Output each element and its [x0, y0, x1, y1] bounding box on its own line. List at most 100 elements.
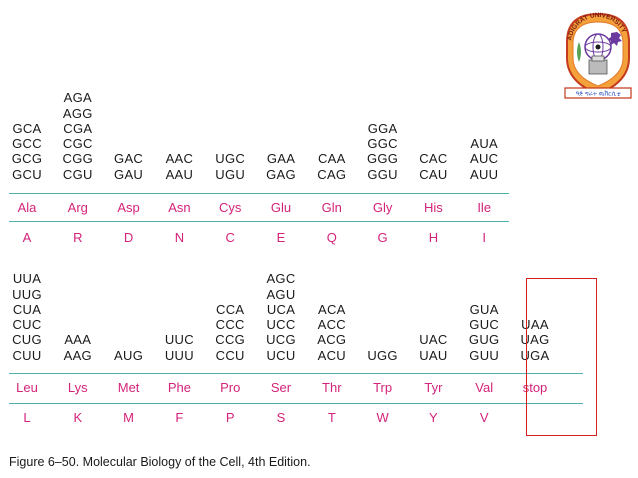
- logo-ribbon-text: ዓድ ግራት ዩኒቨርሲቲ: [576, 91, 621, 98]
- codon-aaa: AAA: [64, 332, 92, 348]
- codon-gag: GAG: [266, 166, 296, 182]
- amino-acid-three-letter: Met: [117, 380, 140, 395]
- codon-cua: CUA: [12, 301, 42, 317]
- amino-acid-three-letter: Asn: [168, 200, 191, 215]
- amino-acid-three-letter: Arg: [67, 200, 88, 215]
- codon-gug: GUG: [468, 332, 500, 348]
- amino-acid-three-letter: Glu: [270, 200, 292, 215]
- amino-acid-one-letter: N: [174, 230, 185, 245]
- codon-gca: GCA: [12, 120, 42, 136]
- codon-ucg: UCG: [266, 332, 296, 348]
- amino-acid-three-letter: Val: [475, 380, 494, 395]
- codon-aag: AAG: [63, 347, 92, 363]
- amino-acid-one-letter: F: [175, 410, 184, 425]
- amino-acid-one-letter: V: [479, 410, 489, 425]
- codon-ggu: GGU: [367, 166, 398, 182]
- amino-acid-one-letter: P: [225, 410, 235, 425]
- table-rule: [9, 193, 509, 194]
- codon-uag: UAG: [520, 332, 550, 348]
- codon-caa: CAA: [317, 151, 346, 167]
- codon-auu: AUU: [470, 166, 499, 182]
- codon-ucc: UCC: [266, 317, 296, 333]
- codon-acg: ACG: [317, 332, 347, 348]
- codon-aac: AAC: [165, 151, 194, 167]
- amino-acid-three-letter: Phe: [167, 380, 191, 395]
- codon-ugu: UGU: [215, 166, 246, 182]
- codon-gcg: GCG: [11, 151, 43, 167]
- codon-agg: AGG: [62, 105, 93, 121]
- amino-acid-three-letter: Lys: [67, 380, 88, 395]
- codon-uuu: UUU: [164, 347, 194, 363]
- codon-guc: GUC: [469, 317, 500, 333]
- codon-cgc: CGC: [62, 136, 93, 152]
- amino-acid-three-letter: Pro: [220, 380, 241, 395]
- codon-aca: ACA: [317, 301, 346, 317]
- codon-ccg: CCG: [215, 332, 246, 348]
- amino-acid-one-letter: C: [225, 230, 235, 245]
- amino-acid-one-letter: Q: [326, 230, 337, 245]
- codon-aga: AGA: [63, 90, 92, 106]
- codon-guu: GUU: [469, 347, 500, 363]
- amino-acid-three-letter: Gln: [321, 200, 342, 215]
- codon-gga: GGA: [367, 120, 398, 136]
- table-rule: [9, 403, 583, 404]
- amino-acid-three-letter: Gly: [372, 200, 393, 215]
- amino-acid-one-letter: S: [276, 410, 286, 425]
- codon-ugc: UGC: [215, 151, 246, 167]
- codon-agu: AGU: [266, 286, 296, 302]
- codon-cgu: CGU: [62, 166, 93, 182]
- amino-acid-three-letter: Trp: [373, 380, 393, 395]
- codon-gaa: GAA: [266, 151, 296, 167]
- codon-cau: CAU: [419, 166, 448, 182]
- codon-acc: ACC: [317, 317, 346, 333]
- amino-acid-one-letter: T: [327, 410, 336, 425]
- amino-acid-one-letter: E: [276, 230, 286, 245]
- amino-acid-one-letter: A: [22, 230, 32, 245]
- codon-aau: AAU: [165, 166, 194, 182]
- codon-ccu: CCU: [215, 347, 245, 363]
- amino-acid-three-letter: Asp: [117, 200, 140, 215]
- amino-acid-three-letter: His: [424, 200, 443, 215]
- codon-uug: UUG: [12, 286, 42, 302]
- codon-ugg: UGG: [367, 347, 398, 363]
- university-logo: ADIGRAT UNIVERSITY ዓድ ግራት ዩኒቨርሲቲ: [564, 12, 632, 99]
- codon-uau: UAU: [419, 347, 448, 363]
- codon-gcc: GCC: [12, 136, 42, 152]
- codon-gcu: GCU: [12, 166, 42, 182]
- amino-acid-one-letter: R: [73, 230, 83, 245]
- codon-uuc: UUC: [164, 332, 194, 348]
- amino-acid-three-letter: Tyr: [424, 380, 443, 395]
- amino-acid-three-letter: stop: [522, 380, 548, 395]
- figure-caption: Figure 6–50. Molecular Biology of the Ce…: [9, 455, 311, 469]
- codon-cac: CAC: [419, 151, 448, 167]
- amino-acid-one-letter: H: [428, 230, 439, 245]
- amino-acid-one-letter: L: [23, 410, 31, 425]
- codon-cga: CGA: [63, 120, 93, 136]
- amino-acid-one-letter: G: [377, 230, 388, 245]
- codon-cca: CCA: [216, 301, 245, 317]
- codon-gau: GAU: [114, 166, 144, 182]
- codon-auc: AUC: [470, 151, 499, 167]
- amino-acid-three-letter: Ala: [17, 200, 37, 215]
- codon-cuu: CUU: [12, 347, 42, 363]
- codon-ggc: GGC: [367, 136, 398, 152]
- codon-cag: CAG: [317, 166, 347, 182]
- codon-gac: GAC: [114, 151, 144, 167]
- amino-acid-one-letter: I: [482, 230, 486, 245]
- codon-uga: UGA: [520, 347, 550, 363]
- amino-acid-one-letter: D: [123, 230, 134, 245]
- amino-acid-three-letter: Ser: [270, 380, 292, 395]
- codon-uaa: UAA: [521, 317, 549, 333]
- codon-uca: UCA: [266, 301, 296, 317]
- codon-uac: UAC: [419, 332, 448, 348]
- codon-cuc: CUC: [12, 317, 42, 333]
- amino-acid-one-letter: K: [73, 410, 83, 425]
- amino-acid-one-letter: W: [376, 410, 389, 425]
- codon-ccc: CCC: [215, 317, 245, 333]
- amino-acid-one-letter: Y: [429, 410, 438, 425]
- codon-aua: AUA: [470, 136, 498, 152]
- amino-acid-one-letter: M: [123, 410, 135, 425]
- codon-cug: CUG: [12, 332, 42, 348]
- table-rule: [9, 373, 583, 374]
- codon-ucu: UCU: [266, 347, 296, 363]
